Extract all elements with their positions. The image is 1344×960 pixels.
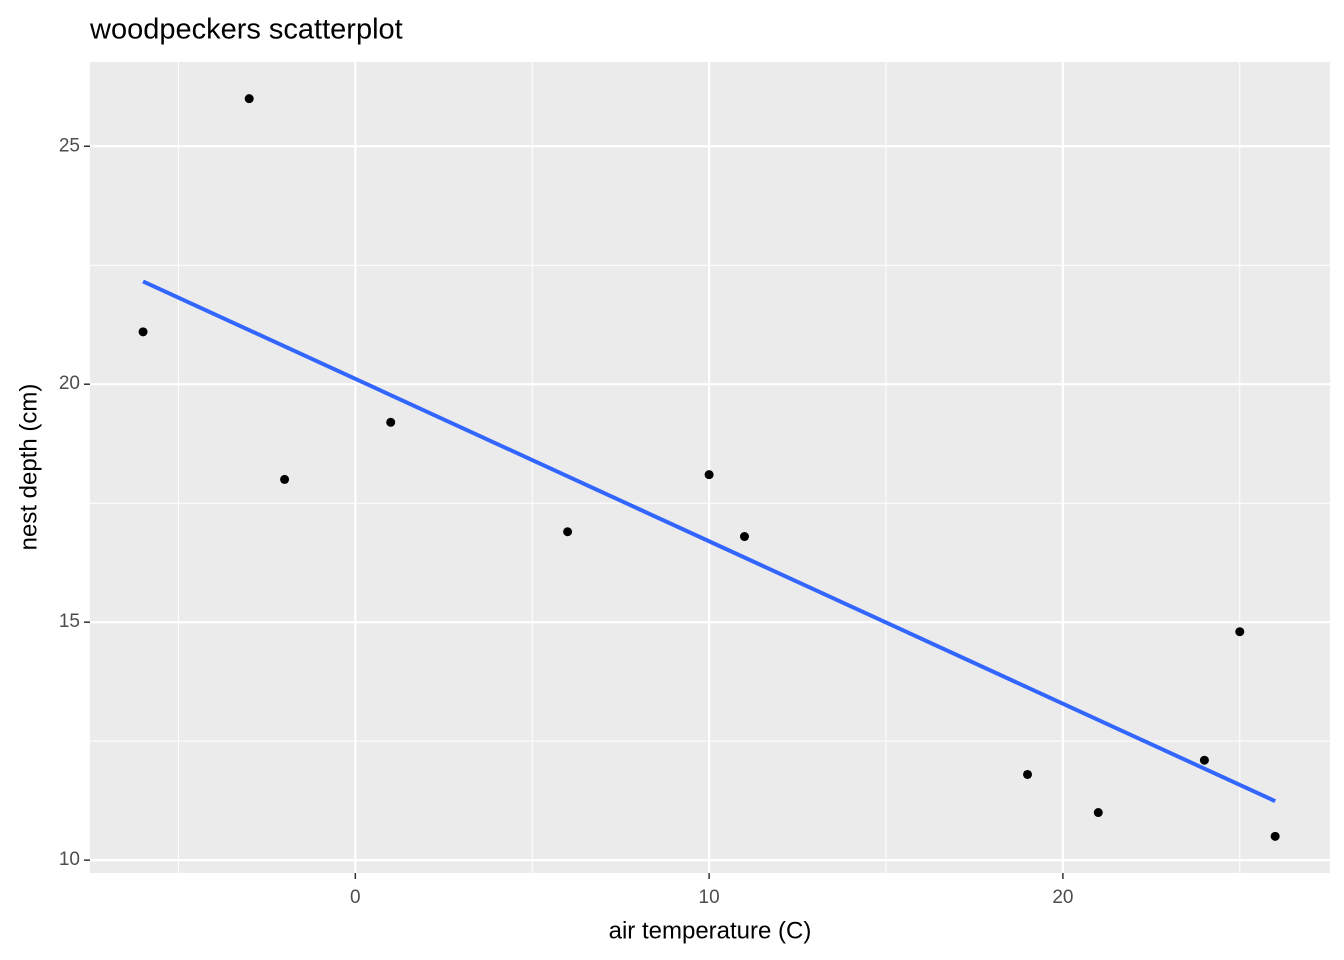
- point: [1023, 769, 1033, 779]
- y-axis-title: nest depth (cm): [15, 384, 42, 551]
- chart-title: woodpeckers scatterplot: [89, 14, 403, 46]
- point: [739, 532, 749, 542]
- y-tick-label: 15: [59, 611, 80, 632]
- point: [386, 417, 396, 427]
- point: [280, 474, 290, 484]
- point: [563, 527, 573, 537]
- x-tick-label: 0: [350, 887, 361, 908]
- point: [1199, 755, 1209, 765]
- point: [1093, 808, 1103, 818]
- point: [244, 94, 254, 104]
- x-tick-label: 20: [1052, 887, 1073, 908]
- y-tick-label: 10: [59, 849, 80, 870]
- y-tick-label: 25: [59, 135, 80, 156]
- point: [1235, 627, 1245, 637]
- x-tick-label: 10: [699, 887, 720, 908]
- point: [138, 327, 148, 337]
- point: [1270, 831, 1280, 841]
- x-axis-title: air temperature (C): [609, 917, 812, 944]
- point: [704, 470, 714, 480]
- y-tick-label: 20: [59, 373, 80, 394]
- trend-line: [142, 279, 1276, 803]
